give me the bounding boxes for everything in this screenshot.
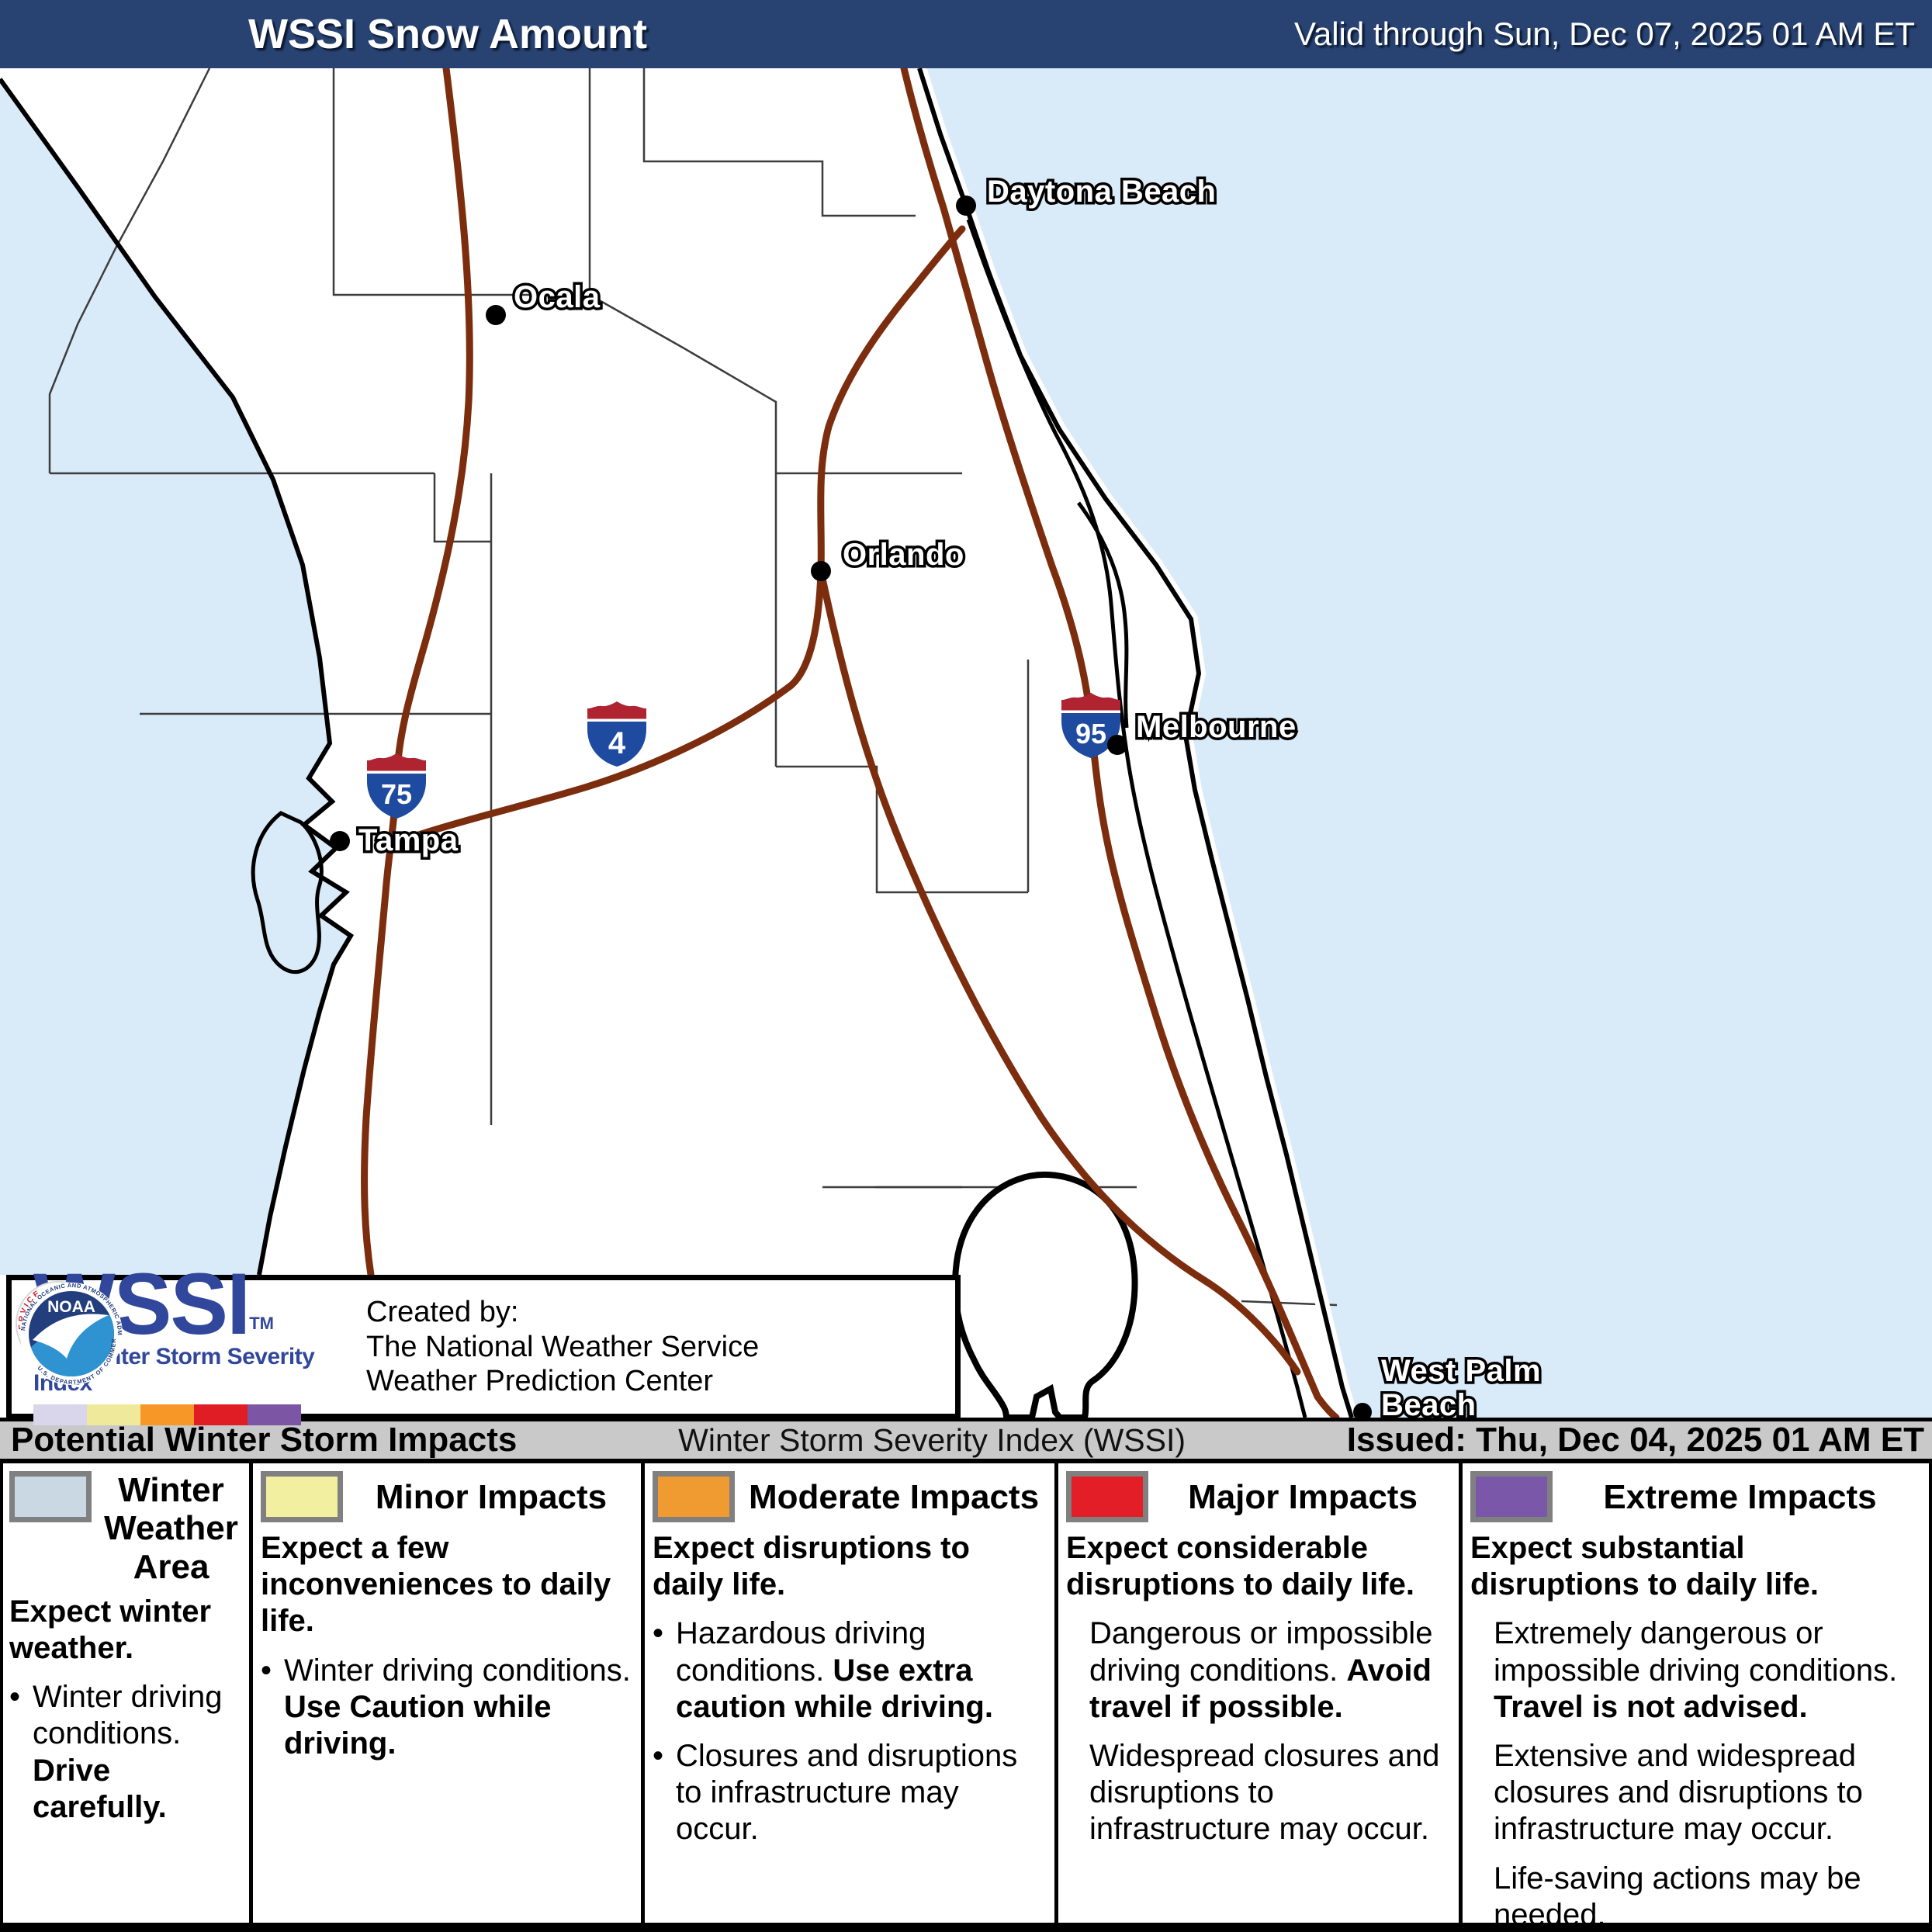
minor-impacts-intro: Expect a few inconveniences to daily lif…	[261, 1531, 611, 1639]
scale-chip-winter-weather	[33, 1404, 87, 1426]
city-label-west-palm-line1: West Palm	[1381, 1354, 1541, 1388]
page-title: WSSI Snow Amount	[248, 11, 647, 57]
created-by-block: Created by: The National Weather Service…	[366, 1295, 759, 1398]
legend-col-moderate-impacts: Moderate Impacts Expect disruptions to d…	[645, 1463, 1058, 1923]
city-label-tampa: Tampa	[358, 823, 459, 857]
extreme-impacts-swatch	[1470, 1471, 1553, 1522]
city-markers: Ocala Daytona Beach Orlando Tampa Melbou…	[330, 172, 1543, 1418]
issued-timestamp: Issued: Thu, Dec 04, 2025 01 AM ET	[1346, 1421, 1924, 1459]
county-borders	[48, 68, 1338, 1307]
moderate-impacts-intro: Expect disruptions to daily life.	[653, 1531, 970, 1602]
scale-chip-minor	[87, 1404, 140, 1426]
moderate-impacts-item-2: Closures and disruptions to infrastructu…	[653, 1738, 1047, 1848]
bar-title: Potential Winter Storm Impacts	[11, 1421, 518, 1459]
tampa-bay	[251, 811, 324, 975]
winter-weather-swatch	[9, 1471, 92, 1522]
noaa-logo-icon: NOAA NATIONAL OCEANIC AND ATMOSPHERIC AD…	[19, 1282, 123, 1386]
city-label-ocala: Ocala	[514, 280, 601, 314]
interstate-roads	[361, 68, 1340, 1418]
road-i95	[900, 68, 1340, 1418]
legend-col-winter-weather-area: Winter Weather Area Expect winter weathe…	[3, 1463, 253, 1923]
minor-impacts-swatch	[261, 1471, 343, 1522]
city-dot-west-palm-beach	[1353, 1403, 1372, 1418]
city-label-west-palm-line2: Beach	[1381, 1388, 1477, 1418]
city-dot-ocala	[486, 305, 506, 325]
minor-impacts-title: Minor Impacts	[375, 1478, 608, 1517]
atlantic-ocean	[919, 68, 1932, 1418]
major-impacts-item-1: Dangerous or impossible driving conditio…	[1089, 1616, 1433, 1724]
issued-bar: Potential Winter Storm Impacts Winter St…	[0, 1418, 1932, 1463]
legend-col-major-impacts: Major Impacts Expect considerable disrup…	[1058, 1463, 1463, 1923]
city-label-daytona-beach: Daytona Beach	[987, 175, 1216, 209]
winter-weather-item: Winter driving conditions. Drive careful…	[9, 1679, 244, 1826]
florida-map: 75 4 95 Ocala	[0, 68, 1932, 1418]
road-i75	[361, 68, 473, 1279]
winter-weather-title: Winter Weather Area	[104, 1471, 238, 1586]
inland-boundary	[952, 1171, 1138, 1418]
valid-through-timestamp: Valid through Sun, Dec 07, 2025 01 AM ET	[1293, 16, 1915, 52]
scale-chip-extreme	[248, 1404, 301, 1426]
city-label-melbourne: Melbourne	[1136, 710, 1297, 744]
extreme-impacts-item-2: Extensive and widespread closures and di…	[1494, 1738, 1863, 1847]
svg-text:95: 95	[1075, 718, 1106, 750]
moderate-impacts-title: Moderate Impacts	[748, 1478, 1040, 1517]
created-by-line1: Created by:	[366, 1296, 519, 1329]
svg-text:4: 4	[608, 726, 626, 760]
noaa-wordmark: NOAA	[47, 1298, 95, 1316]
major-impacts-item-2: Widespread closures and disruptions to i…	[1089, 1738, 1440, 1847]
road-turnpike	[817, 567, 1301, 1376]
major-impacts-swatch	[1066, 1471, 1148, 1522]
extreme-impacts-intro: Expect substantial disruptions to daily …	[1470, 1531, 1819, 1602]
extreme-impacts-item-3: Life-saving actions may be needed.	[1494, 1861, 1861, 1932]
city-dot-melbourne	[1107, 735, 1127, 755]
road-i4	[383, 225, 966, 850]
city-dot-orlando	[811, 561, 831, 581]
extreme-impacts-title: Extreme Impacts	[1603, 1478, 1877, 1517]
gulf-coastline	[0, 78, 355, 1276]
trademark-symbol: TM	[249, 1313, 274, 1333]
svg-text:75: 75	[381, 778, 412, 810]
extreme-impacts-item-1: Extremely dangerous or impossible drivin…	[1494, 1616, 1898, 1724]
wssi-credit-box: WSSITM The Winter Storm Severity Index	[6, 1260, 961, 1426]
city-label-orlando: Orlando	[843, 538, 964, 572]
scale-chip-moderate	[140, 1404, 194, 1426]
lagoon-shoreline	[966, 219, 1307, 1418]
i4-shield: 4	[587, 701, 646, 767]
scale-chip-major	[194, 1404, 248, 1426]
city-dot-tampa	[330, 831, 350, 851]
i75-shield: 75	[367, 753, 426, 819]
map-area: 75 4 95 Ocala	[0, 68, 1932, 1426]
bar-subtitle: Winter Storm Severity Index (WSSI)	[678, 1421, 1186, 1458]
legend-col-minor-impacts: Minor Impacts Expect a few inconvenience…	[253, 1463, 645, 1923]
wssi-severity-scale	[33, 1404, 348, 1426]
created-by-line3: Weather Prediction Center	[366, 1365, 714, 1398]
minor-impacts-item: Winter driving conditions. Use Caution w…	[261, 1653, 633, 1763]
winter-weather-intro: Expect winter weather.	[9, 1594, 212, 1665]
created-by-line2: The National Weather Service	[366, 1330, 760, 1363]
legend-col-extreme-impacts: Extreme Impacts Expect substantial disru…	[1463, 1463, 1929, 1932]
major-impacts-title: Major Impacts	[1188, 1478, 1418, 1517]
merritt-island-outline	[1076, 501, 1129, 729]
impacts-legend: Winter Weather Area Expect winter weathe…	[0, 1463, 1932, 1932]
city-dot-daytona-beach	[956, 196, 976, 216]
gulf-of-mexico	[0, 79, 351, 1275]
moderate-impacts-swatch	[653, 1471, 735, 1522]
moderate-impacts-item-1: Hazardous driving conditions. Use extra …	[653, 1615, 1047, 1726]
major-impacts-intro: Expect considerable disruptions to daily…	[1066, 1531, 1414, 1602]
header-bar: WSSI Snow Amount Valid through Sun, Dec …	[0, 0, 1932, 68]
